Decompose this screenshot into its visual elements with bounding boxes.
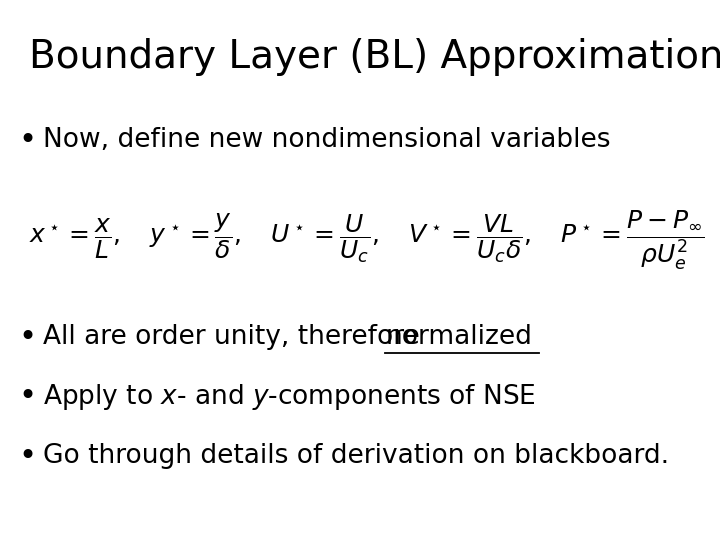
Text: Apply to $x$- and $y$-components of NSE: Apply to $x$- and $y$-components of NSE [43,382,536,412]
Text: •: • [18,323,36,352]
Text: •: • [18,382,36,411]
Text: Now, define new nondimensional variables: Now, define new nondimensional variables [43,127,611,153]
Text: •: • [18,442,36,471]
Text: Go through details of derivation on blackboard.: Go through details of derivation on blac… [43,443,670,469]
Text: $x^\star = \dfrac{x}{L},\quad y^\star = \dfrac{y}{\delta},\quad U^\star = \dfrac: $x^\star = \dfrac{x}{L},\quad y^\star = … [29,208,705,272]
Text: Boundary Layer (BL) Approximation: Boundary Layer (BL) Approximation [29,38,720,76]
Text: •: • [18,126,36,155]
Text: All are order unity, therefore: All are order unity, therefore [43,325,428,350]
Text: normalized: normalized [385,325,532,350]
